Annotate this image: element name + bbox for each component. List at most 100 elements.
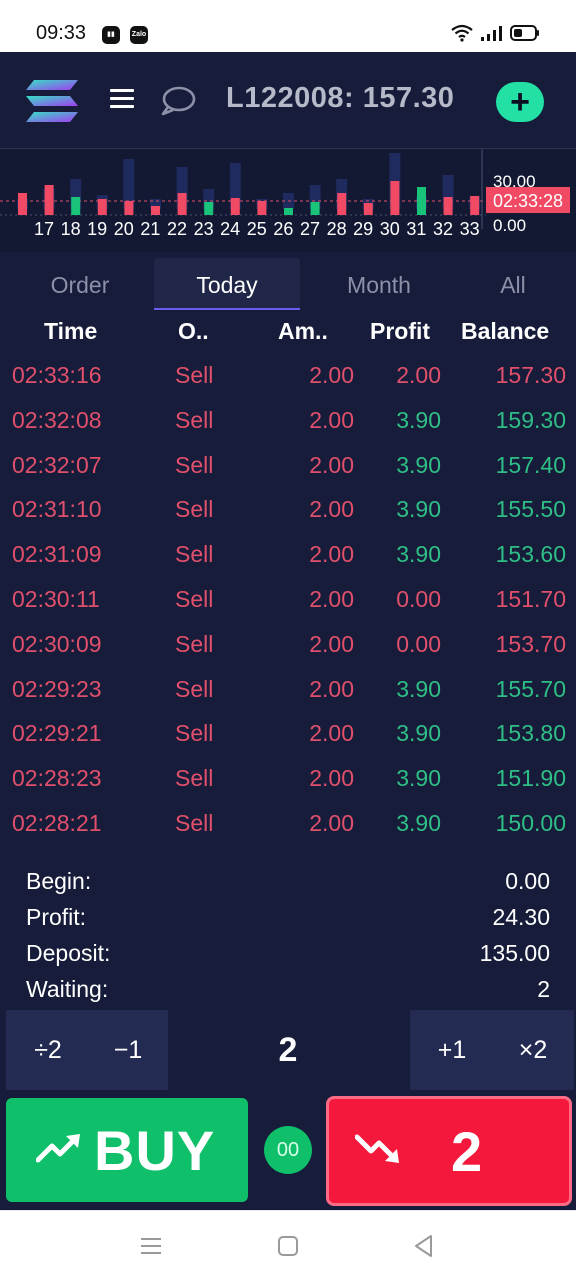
plus-button[interactable]: +1 (437, 1036, 467, 1064)
summary-waiting: Waiting: 2 (0, 972, 576, 1008)
trade-amount: 2.00 (309, 675, 354, 702)
battery-icon (510, 25, 539, 41)
table-row: 02:33:16 Sell 2.00 2.00 157.30 (0, 354, 576, 399)
volume-bar (442, 175, 454, 209)
y-tick-label: 0.00 (493, 216, 526, 235)
trade-amount: 2.00 (309, 362, 354, 388)
tab-all[interactable]: All (500, 272, 526, 298)
candle (337, 193, 347, 215)
trade-order: Sell (175, 496, 214, 523)
sell-button[interactable]: 2 (326, 1096, 572, 1206)
x-tick-label: 29 (353, 219, 373, 239)
amount-controls: ÷2 −1 2 +1 ×2 (0, 1010, 576, 1090)
trade-profit: 0.00 (396, 585, 441, 612)
candle (71, 197, 81, 215)
trade-order: Sell (175, 675, 214, 702)
chart-canvas: 30.00 0.00 02:33:28 17 18 19 20 21 22 23 24 25 26 27 2… (0, 149, 570, 239)
candle (363, 203, 373, 215)
back-icon[interactable] (411, 1233, 437, 1259)
summary-label: Waiting: (26, 976, 109, 1002)
x-tick-label: 25 (247, 219, 267, 239)
tab-month[interactable]: Month (347, 272, 411, 298)
candle (97, 199, 107, 215)
x-tick-label: 33 (460, 219, 480, 239)
x-tick-label: 19 (87, 219, 107, 239)
summary-panel: Begin: 0.00 Profit: 24.30 Deposit: 135.0… (0, 864, 576, 1008)
table-header: Time O.. Am.. Profit Balance (0, 314, 576, 354)
table-row: 02:32:07 Sell 2.00 3.90 157.40 (0, 444, 576, 489)
trade-amount: 2.00 (309, 406, 354, 433)
trade-order: Sell (175, 585, 214, 612)
minus-button[interactable]: −1 (113, 1036, 143, 1064)
add-funds-button[interactable]: + (496, 82, 544, 122)
price-chart: 30.00 0.00 02:33:28 17 18 19 20 21 22 23 24 25 26 27 2… (0, 148, 576, 252)
trade-balance: 159.30 (495, 406, 566, 433)
column-order: O.. (178, 318, 209, 344)
tab-today[interactable]: Today (154, 258, 300, 310)
x-tick-label: 28 (327, 219, 347, 239)
trade-profit: 3.90 (396, 541, 441, 568)
trade-order: Sell (175, 451, 214, 478)
x-tick-label: 26 (273, 219, 293, 239)
trade-order: Sell (175, 630, 214, 657)
trade-balance: 155.70 (495, 675, 566, 702)
trade-balance: 151.90 (495, 765, 566, 792)
table-row: 02:30:11 Sell 2.00 0.00 151.70 (0, 578, 576, 623)
table-row: 02:31:09 Sell 2.00 3.90 153.60 (0, 533, 576, 578)
table-row: 02:31:10 Sell 2.00 3.90 155.50 (0, 488, 576, 533)
candle (151, 206, 160, 215)
tab-order[interactable]: Order (50, 272, 110, 298)
trade-profit: 3.90 (396, 406, 441, 433)
trade-profit: 3.90 (396, 496, 441, 523)
x-tick-label: 18 (61, 219, 81, 239)
candle (443, 197, 453, 215)
menu-icon[interactable] (110, 89, 134, 109)
candle (417, 187, 426, 215)
trade-amount: 2.00 (309, 496, 354, 523)
trade-time: 02:29:21 (12, 720, 102, 747)
trade-balance: 151.70 (495, 585, 566, 612)
x-tick-label: 32 (433, 219, 453, 239)
volume-bar (229, 163, 241, 209)
trade-time: 02:30:09 (12, 630, 102, 657)
trade-profit: 0.00 (396, 630, 441, 657)
table-row: 02:29:23 Sell 2.00 3.90 155.70 (0, 668, 576, 713)
trade-profit: 3.90 (396, 765, 441, 792)
multiply-button[interactable]: ×2 (518, 1036, 548, 1064)
wifi-icon (451, 24, 473, 42)
trade-time: 02:31:10 (12, 496, 102, 523)
column-profit: Profit (370, 318, 431, 344)
divide-button[interactable]: ÷2 (34, 1036, 62, 1064)
column-balance: Balance (461, 318, 550, 344)
trade-profit: 3.90 (396, 451, 441, 478)
increase-group: +1 ×2 (410, 1010, 574, 1090)
summary-value: 2 (537, 976, 550, 1002)
solana-logo-icon (26, 80, 78, 122)
recent-apps-icon[interactable] (138, 1233, 164, 1259)
trade-profit: 3.90 (396, 675, 441, 702)
trading-app: L122008: 157.30 + 30.00 0.00 02:33:28 17 18 1… (0, 52, 576, 1210)
trade-amount[interactable]: 2 (278, 1031, 298, 1069)
trade-balance: 153.70 (495, 630, 566, 657)
trade-balance: 155.50 (495, 496, 566, 523)
trade-time: 02:30:11 (12, 585, 100, 612)
chat-icon[interactable] (160, 86, 196, 116)
x-tick-label: 27 (300, 219, 320, 239)
trade-amount: 2.00 (309, 809, 354, 836)
home-icon[interactable] (275, 1233, 301, 1259)
buy-button[interactable]: BUY (6, 1098, 248, 1202)
candle (230, 198, 240, 215)
volume-bar (203, 189, 215, 209)
summary-label: Profit: (26, 904, 87, 930)
zalo-notification-icon: Zalo (130, 26, 148, 44)
history-tabs: Order Today Month All (0, 258, 576, 312)
countdown-timer: 00 (264, 1126, 312, 1174)
music-notification-icon: ▮▮ (102, 26, 120, 44)
current-time-label: 02:33:28 (493, 191, 563, 211)
balance-value: 157.30 (362, 82, 455, 114)
trade-time: 02:28:21 (12, 809, 102, 836)
app-header: L122008: 157.30 + (0, 52, 576, 148)
x-tick-label: 21 (140, 219, 160, 239)
trade-profit: 3.90 (396, 720, 441, 747)
table-row: 02:28:21 Sell 2.00 3.90 150.00 (0, 802, 576, 847)
